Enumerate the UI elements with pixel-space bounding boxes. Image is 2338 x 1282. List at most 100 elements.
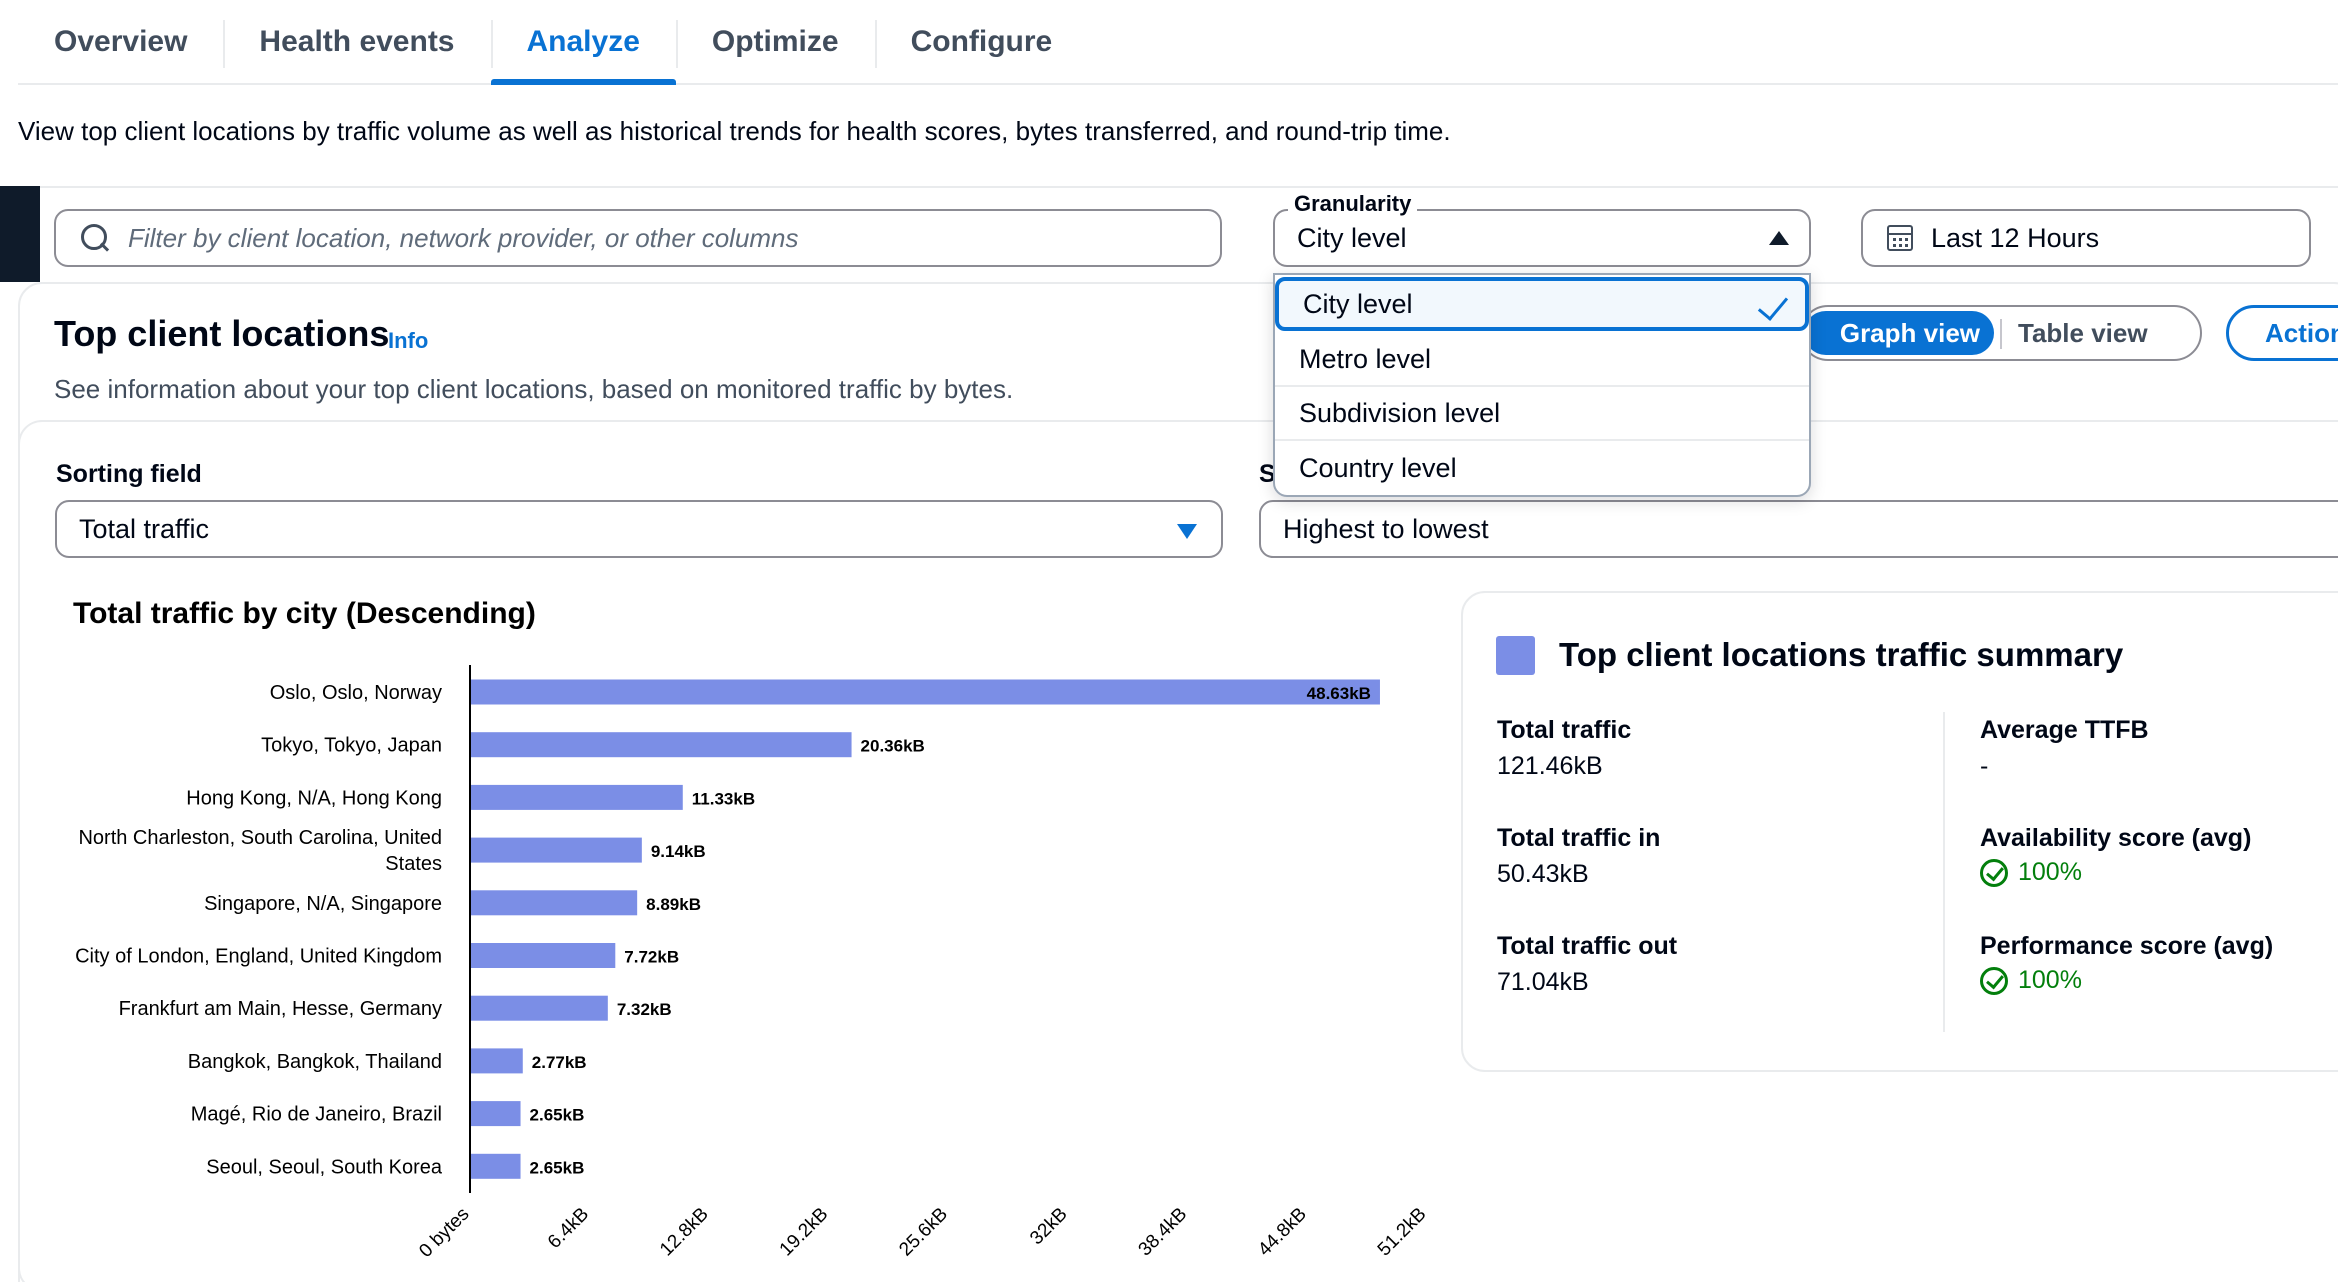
option-metro-level[interactable]: Metro level [1275, 333, 1809, 387]
traffic-summary-card [1461, 591, 2338, 1072]
tab-overview[interactable]: Overview [54, 24, 188, 58]
x-tick-label: 25.6kB [895, 1204, 952, 1261]
option-subdivision-level[interactable]: Subdivision level [1275, 387, 1809, 441]
actions-button[interactable]: Action [2226, 305, 2338, 361]
total-traffic-label: Total traffic [1497, 716, 1632, 744]
summary-title: Top client locations traffic summary [1559, 636, 2124, 673]
bar [471, 784, 683, 810]
option-label: Subdivision level [1299, 397, 1501, 428]
bar [471, 1048, 523, 1074]
x-tick-label: 12.8kB [656, 1204, 713, 1261]
sorting-field-select[interactable]: Total traffic [55, 500, 1223, 558]
sorting-field-value: Total traffic [79, 513, 210, 544]
time-range-button[interactable]: Last 12 Hours [1861, 209, 2311, 267]
chart-title: Total traffic by city (Descending) [73, 597, 536, 630]
traffic-out-value: 71.04kB [1497, 968, 1589, 996]
x-tick-label: 32kB [1026, 1204, 1071, 1249]
category-label: Magé, Rio de Janeiro, Brazil [191, 1104, 442, 1126]
time-range-label: Last 12 Hours [1931, 222, 2100, 253]
bar-value-label: 11.33kB [692, 789, 755, 808]
toggle-divider [2000, 319, 2002, 349]
bar-value-label: 48.63kB [1307, 684, 1371, 703]
x-tick-label: 44.8kB [1254, 1204, 1311, 1261]
filter-input[interactable] [128, 222, 1188, 254]
performance-score-value: 100% [1980, 966, 2082, 995]
sort-order-label: S [1259, 460, 1276, 488]
category-label: Tokyo, Tokyo, Japan [261, 735, 442, 757]
granularity-select[interactable]: City level [1273, 209, 1811, 267]
checkmark-icon [1757, 289, 1789, 321]
tab-analyze[interactable]: Analyze [490, 0, 677, 85]
section-description: See information about your top client lo… [54, 374, 1014, 404]
caret-up-icon [1769, 231, 1789, 245]
option-label: Country level [1299, 452, 1457, 483]
average-ttfb-value: - [1980, 752, 1989, 780]
tab-configure[interactable]: Configure [874, 0, 1089, 83]
average-ttfb-label: Average TTFB [1980, 716, 2149, 744]
option-country-level[interactable]: Country level [1275, 441, 1809, 495]
granularity-dropdown: City level Metro level Subdivision level… [1273, 273, 1811, 497]
category-label: North Charleston, South Carolina, United [78, 827, 442, 849]
granularity-value: City level [1297, 222, 1407, 253]
table-view-button[interactable]: Table view [2018, 317, 2148, 348]
search-icon [78, 221, 112, 255]
bar [471, 679, 1380, 705]
bar-value-label: 2.65kB [530, 1106, 585, 1125]
x-tick-label: 19.2kB [776, 1204, 833, 1261]
traffic-in-label: Total traffic in [1497, 824, 1661, 852]
bar-value-label: 7.32kB [617, 1000, 672, 1019]
category-label: Seoul, Seoul, South Korea [206, 1156, 443, 1178]
bar [471, 943, 616, 968]
sorting-field-label: Sorting field [56, 460, 202, 488]
bar [471, 995, 608, 1021]
category-label: Hong Kong, N/A, Hong Kong [186, 787, 442, 809]
category-label: Bangkok, Bangkok, Thailand [188, 1051, 442, 1073]
option-label: City level [1303, 288, 1413, 319]
bar [471, 732, 852, 758]
performance-score-label: Performance score (avg) [1980, 932, 2274, 960]
category-label: Oslo, Oslo, Norway [270, 682, 442, 704]
legend-swatch [1496, 636, 1535, 675]
x-tick-label: 51.2kB [1374, 1204, 1431, 1261]
x-tick-label: 0 bytes [415, 1204, 473, 1262]
bar-value-label: 8.89kB [646, 895, 701, 914]
bar [471, 1101, 521, 1127]
bar-value-label: 7.72kB [624, 948, 679, 967]
availability-score-label: Availability score (avg) [1980, 824, 2252, 852]
total-traffic-value: 121.46kB [1497, 752, 1603, 780]
option-city-level[interactable]: City level [1275, 277, 1809, 331]
traffic-in-value: 50.43kB [1497, 860, 1589, 888]
availability-score-text: 100% [2018, 858, 2082, 886]
bar-value-label: 9.14kB [651, 842, 706, 861]
page-description: View top client locations by traffic vol… [18, 116, 1451, 146]
tab-bar: Overview Health events Analyze Optimize … [18, 0, 2338, 85]
tab-health-events[interactable]: Health events [223, 0, 490, 83]
section-title: Top client locations [54, 313, 390, 354]
bar-value-label: 2.77kB [532, 1053, 587, 1072]
tab-optimize[interactable]: Optimize [675, 0, 875, 83]
sort-order-value: Highest to lowest [1283, 513, 1489, 544]
bar-value-label: 20.36kB [861, 737, 925, 756]
category-label: Singapore, N/A, Singapore [204, 893, 442, 915]
category-label: Frankfurt am Main, Hesse, Germany [119, 998, 442, 1020]
performance-score-text: 100% [2018, 966, 2082, 994]
bar [471, 1153, 521, 1179]
info-link[interactable]: Info [388, 328, 429, 353]
availability-score-value: 100% [1980, 858, 2082, 887]
view-toggle: Graph view Table view [1800, 305, 2202, 361]
inner-panel [18, 420, 2338, 1282]
bar [471, 890, 638, 916]
sort-order-select[interactable]: Highest to lowest [1259, 500, 2338, 558]
status-ok-icon [1980, 858, 2008, 887]
x-tick-label: 38.4kB [1135, 1204, 1192, 1261]
graph-view-button[interactable]: Graph view [1804, 311, 1994, 355]
calendar-icon [1887, 225, 1913, 251]
traffic-out-label: Total traffic out [1497, 932, 1678, 960]
x-tick-label: 6.4kB [544, 1204, 593, 1253]
summary-divider [1943, 712, 1945, 1032]
side-strip [0, 186, 40, 282]
category-label: States [385, 853, 442, 875]
filter-search[interactable] [54, 209, 1222, 267]
status-ok-icon [1980, 966, 2008, 995]
option-label: Metro level [1299, 343, 1432, 374]
